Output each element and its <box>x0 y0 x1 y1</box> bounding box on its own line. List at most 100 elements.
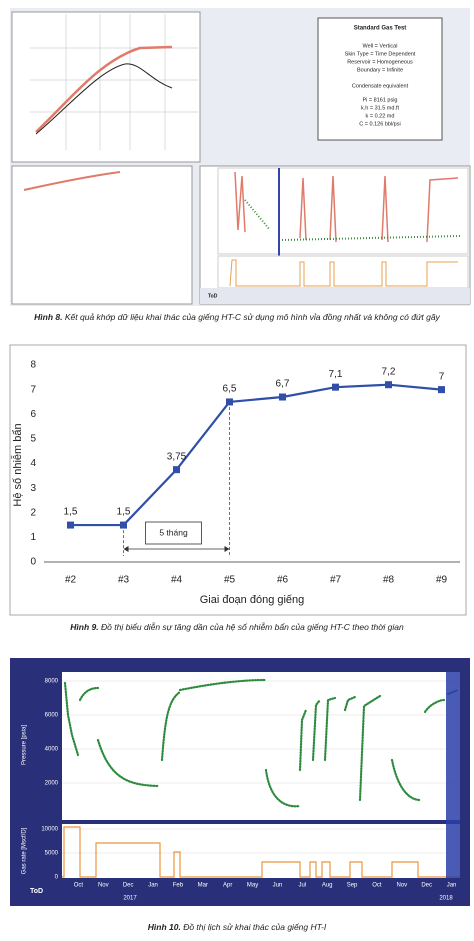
caption: Hình 10. Đồ thị lịch sử khai thác của gi… <box>148 922 327 932</box>
pressure-tick-label: 2000 <box>45 781 59 787</box>
y-tick-label: 0 <box>30 557 36 568</box>
box-title: Standard Gas Test <box>354 26 407 32</box>
month-label: Oct <box>74 883 84 889</box>
x-tick-label: #6 <box>277 575 289 586</box>
point-marker <box>438 386 445 394</box>
data-label: 7 <box>439 371 445 382</box>
y-axis-label: Hệ số nhiễm bẩn <box>11 423 24 506</box>
box-line: Reservoir = Homogeneous <box>347 59 413 65</box>
highlight-band <box>446 672 460 878</box>
month-label: Dec <box>421 883 432 889</box>
caption-label: Hình 9. <box>70 622 98 632</box>
pressure-axis-label: Pressure [psia] <box>22 725 28 765</box>
box-line: C = 0.126 bbl/psi <box>359 121 400 127</box>
point-marker <box>67 521 74 529</box>
data-label: 7,1 <box>329 369 343 380</box>
data-label: 1,5 <box>64 507 78 518</box>
pressure-fit <box>234 171 459 243</box>
month-label: Dec <box>123 883 134 889</box>
rate-axis-label: Gas rate [Mscf/D] <box>22 827 28 874</box>
month-label: Jan <box>447 883 457 889</box>
y-tick-label: 5 <box>30 434 36 445</box>
tod-label: ToD <box>30 888 43 895</box>
point-marker <box>332 383 339 391</box>
fit-curve <box>23 171 121 191</box>
y-tick-label: 3 <box>30 483 36 494</box>
point-marker <box>279 393 286 401</box>
month-label: Mar <box>198 883 208 889</box>
caption: Hình 8. Kết quả khớp dữ liệu khai thác c… <box>34 312 440 322</box>
pressure-tick-label: 8000 <box>45 679 59 685</box>
caption-text: Kết quả khớp dữ liệu khai thác của giếng… <box>65 312 441 322</box>
month-label: Apr <box>223 883 232 889</box>
figure-frame <box>9 344 467 616</box>
figure-9: Hệ số nhiễm bẩn Giai đoạn đóng giếng Hìn… <box>9 344 467 632</box>
x-tick-label: #2 <box>65 575 77 586</box>
data-label: 3,75 <box>167 451 187 462</box>
caption-text: Đồ thị lịch sử khai thác của giếng HT-I <box>183 922 327 932</box>
x-axis-label: Giai đoạn đóng giếng <box>200 594 305 606</box>
rate-panel <box>62 824 460 878</box>
y-tick-label: 6 <box>30 409 36 420</box>
data-label: 1,5 <box>117 507 131 518</box>
box-line: Well = Vertical <box>363 43 398 49</box>
time-axis <box>200 288 470 304</box>
point-marker <box>385 381 392 389</box>
rate-tick-label: 10000 <box>41 827 58 833</box>
x-tick-label: #5 <box>224 575 236 586</box>
month-label: Sep <box>347 883 358 889</box>
caption-label: Hình 10. <box>148 922 181 932</box>
point-marker <box>173 466 180 474</box>
rate-line <box>62 826 460 878</box>
box-lines: Well = Vertical Skin Type = Time Dependen… <box>345 43 416 127</box>
data-label: 6,5 <box>223 384 237 395</box>
annotation: 5 tháng <box>159 527 188 537</box>
rate-line <box>229 259 458 287</box>
x-tick-label: #4 <box>171 575 183 586</box>
pressure-points <box>63 678 460 808</box>
derivative-curve <box>35 63 173 135</box>
y-tick-label: 4 <box>30 458 36 469</box>
month-label: May <box>247 883 258 889</box>
box-line: k.h = 31.5 md.ft <box>361 105 400 111</box>
month-label: Jul <box>298 883 306 889</box>
caption-label: Hình 8. <box>34 312 62 322</box>
x-tick-label: #8 <box>383 575 395 586</box>
x-tick-label: #9 <box>436 575 448 586</box>
result-box <box>317 17 443 141</box>
y-tick-label: 2 <box>30 507 36 518</box>
pressure-panel <box>217 167 469 255</box>
year-label: 2018 <box>439 896 453 902</box>
pressure-points <box>244 199 461 241</box>
x-tick-label: #7 <box>330 575 342 586</box>
month-label: Oct <box>372 883 382 889</box>
plot-panel <box>11 11 201 163</box>
caption: Hình 9. Đồ thị biểu diễn sự tăng dần của… <box>70 622 404 632</box>
rate-tick-label: 5000 <box>45 851 59 857</box>
box-line: Pi = 8161 psig <box>362 97 397 103</box>
box-line: Condensate equivalent <box>352 83 409 89</box>
rate-tick-label: 0 <box>55 875 59 881</box>
month-label: Aug <box>322 883 333 889</box>
month-label: Nov <box>98 883 109 889</box>
data-label: 7,2 <box>382 366 396 377</box>
caption-text: Đồ thị biểu diễn sự tăng dần của hệ số n… <box>101 622 404 632</box>
series-line <box>70 383 442 527</box>
point-marker <box>226 398 233 406</box>
annotation-box <box>145 521 202 545</box>
pressure-tick-label: 6000 <box>45 713 59 719</box>
box-line: Skin Type = Time Dependent <box>345 51 416 57</box>
y-tick-label: 1 <box>30 532 36 543</box>
year-label: 2017 <box>123 896 137 902</box>
point-marker <box>120 521 127 529</box>
rate-panel <box>217 255 469 289</box>
tod-label: ToD <box>208 293 218 299</box>
box-line: Boundary = Infinite <box>357 67 403 73</box>
box-line: k = 0.22 md <box>366 113 395 119</box>
fit-curve <box>35 45 173 133</box>
pressure-tick-label: 4000 <box>45 747 59 753</box>
figure-8: Standard Gas Test Well = Vertical Skin Ty… <box>10 8 471 322</box>
data-label: 6,7 <box>276 379 290 390</box>
pressure-panel <box>62 672 460 820</box>
